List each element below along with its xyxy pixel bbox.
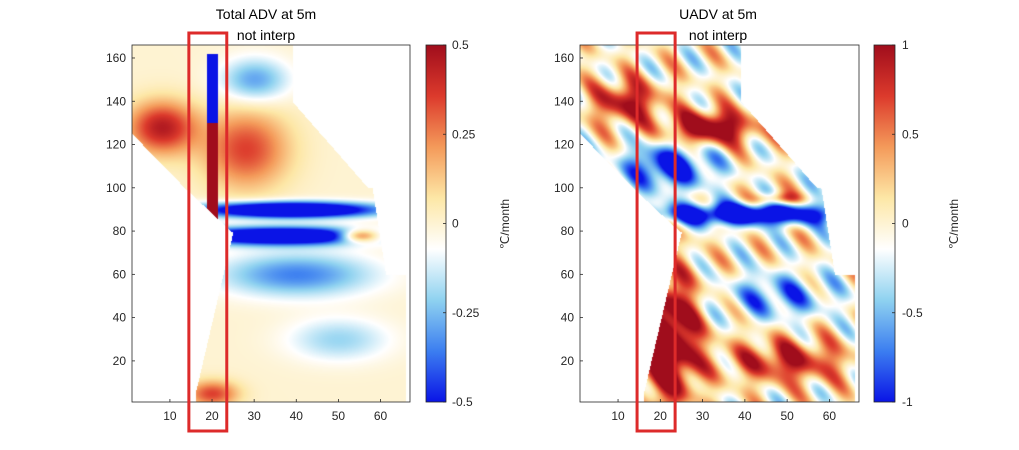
colorbar-tick-label: 1 xyxy=(902,38,909,52)
x-tick-label: 30 xyxy=(247,409,261,423)
axis-ticks-uadv: 10 20 30 40 50 60 20 40 60 80 100 120 140 160 xyxy=(554,51,836,423)
heatmap-total-adv xyxy=(132,45,410,402)
x-tick-label: 60 xyxy=(374,409,388,423)
subtitle-total-adv: not interp xyxy=(237,27,296,43)
colorbar-tick-label: 0.5 xyxy=(902,127,919,141)
panel-uadv: UADV at 5m not interp 10 20 30 40 50 60204060… xyxy=(554,6,961,433)
colorbar-tick-label: -1 xyxy=(902,395,913,409)
colorbar-tick-label: 0 xyxy=(902,217,909,231)
panel-total-adv: Total ADV at 5m not interp 10 20 30 40 50 60 2… xyxy=(106,6,512,433)
heatmap-image xyxy=(580,45,859,402)
y-tick-label: 20 xyxy=(561,354,575,368)
y-tick-label: 20 xyxy=(113,354,127,368)
x-tick-label: 40 xyxy=(290,409,304,423)
y-tick-label: 100 xyxy=(554,181,574,195)
y-tick-label: 60 xyxy=(113,267,127,281)
colorbar-tick-label: 0.5 xyxy=(452,38,469,52)
x-tick-label: 30 xyxy=(696,409,710,423)
colorbar-tick-label: 0.25 xyxy=(452,127,476,141)
subtitle-uadv: not interp xyxy=(689,27,748,43)
x-tick-label: 50 xyxy=(332,409,346,423)
axis-ticks-total-adv: 10 20 30 40 50 60 20 40 60 80 100 120 140 160 xyxy=(106,51,388,423)
title-total-adv: Total ADV at 5m xyxy=(216,6,316,22)
colorbar-tick-label: -0.25 xyxy=(452,306,480,320)
x-tick-label: 20 xyxy=(654,409,668,423)
title-uadv: UADV at 5m xyxy=(679,6,757,22)
x-tick-label: 10 xyxy=(163,409,177,423)
y-tick-label: 160 xyxy=(554,51,574,65)
colorbar-tick-label: -0.5 xyxy=(452,395,473,409)
highlight-box xyxy=(187,31,229,433)
y-tick-label: 160 xyxy=(106,51,126,65)
colorbar-gradient xyxy=(873,44,896,403)
y-tick-label: 120 xyxy=(106,138,126,152)
colorbar-uadv: 1 0.5 0 -0.5 -1 xyxy=(873,38,923,409)
x-tick-label: 20 xyxy=(205,409,219,423)
y-tick-label: 40 xyxy=(561,311,575,325)
highlight-box-uadv xyxy=(635,31,677,433)
heatmap-image xyxy=(132,45,410,402)
colorbar-total-adv: 0.5 0.25 0 -0.25 -0.5 xyxy=(425,38,480,409)
plot-frame-total-adv xyxy=(131,44,411,403)
plot-frame-uadv xyxy=(579,44,860,403)
x-tick-label: 60 xyxy=(823,409,837,423)
y-tick-label: 120 xyxy=(554,138,574,152)
x-tick-label: 10 xyxy=(611,409,625,423)
heatmap-uadv xyxy=(580,45,859,402)
highlight-box xyxy=(635,31,677,433)
x-tick-label: 40 xyxy=(738,409,752,423)
colorbar-tick-label: 0 xyxy=(452,217,459,231)
colorbar-tick-label: -0.5 xyxy=(902,306,923,320)
y-tick-label: 140 xyxy=(106,94,126,108)
colorbar-label-total-adv: ℃/month xyxy=(498,199,512,249)
y-tick-label: 60 xyxy=(561,267,575,281)
x-tick-label: 50 xyxy=(780,409,794,423)
y-tick-label: 40 xyxy=(113,311,127,325)
y-tick-label: 80 xyxy=(113,224,127,238)
colorbar-label-uadv: ℃/month xyxy=(947,199,961,249)
y-tick-label: 80 xyxy=(561,224,575,238)
y-tick-label: 140 xyxy=(554,94,574,108)
y-tick-label: 100 xyxy=(106,181,126,195)
highlight-box-total-adv xyxy=(187,31,229,433)
